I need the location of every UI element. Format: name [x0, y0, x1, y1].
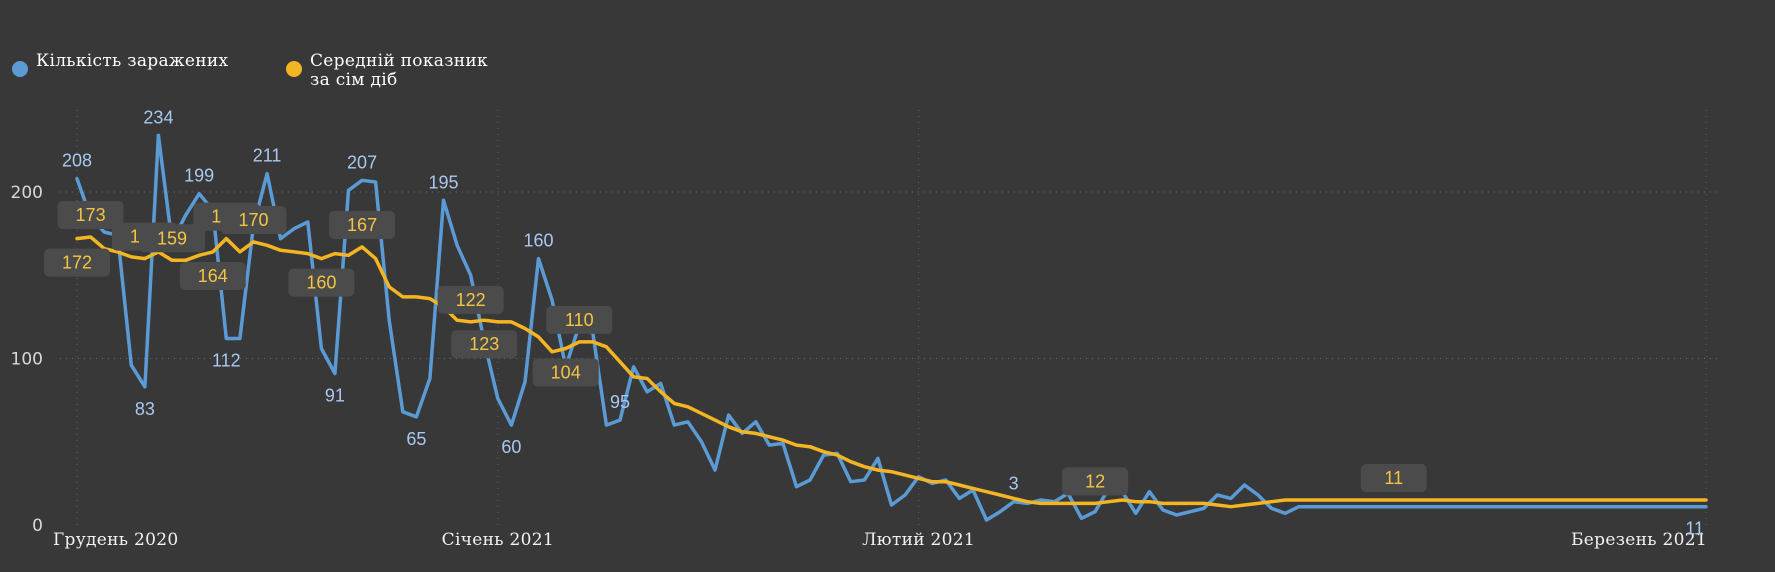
data-label-text: 11 — [1685, 519, 1704, 539]
data-label-box — [451, 330, 518, 359]
data-label-text: 123 — [469, 334, 499, 354]
data-label-text: 173 — [76, 205, 106, 225]
data-label-average: 159 — [139, 224, 206, 253]
data-label-text: 83 — [135, 399, 155, 419]
data-label-cases: 91 — [325, 385, 345, 405]
data-label-average: 123 — [451, 330, 518, 359]
legend-swatch-average — [286, 61, 302, 77]
data-label-cases: 234 — [143, 107, 173, 127]
data-label-box — [329, 210, 396, 239]
data-label-cases: 208 — [62, 151, 92, 171]
data-label-text: 65 — [406, 429, 426, 449]
data-label-text: 95 — [610, 392, 630, 412]
data-label-text: 112 — [212, 351, 241, 371]
data-label-text: 91 — [325, 385, 345, 405]
data-label-average: 160 — [288, 268, 355, 297]
y-tick-label: 100 — [11, 350, 43, 370]
data-label-box — [44, 248, 110, 277]
data-label-average: 172 — [44, 248, 110, 277]
data-label-box — [532, 358, 599, 387]
data-label-text: 104 — [551, 363, 581, 383]
legend-item-average: Середній показник за сім діб — [286, 52, 510, 90]
data-label-text: 167 — [347, 215, 377, 235]
data-label-text: 11 — [1384, 468, 1403, 488]
data-label-box — [57, 200, 124, 229]
x-tick-label: Лютий 2021 — [862, 530, 975, 550]
data-label-text: 199 — [184, 166, 214, 186]
data-label-text: 60 — [501, 437, 521, 457]
data-label-text: 159 — [157, 228, 187, 248]
data-label-average: 11 — [1360, 464, 1427, 493]
data-label-text: 160 — [306, 273, 336, 293]
data-label-box — [139, 224, 206, 253]
y-tick-label: 0 — [32, 516, 43, 536]
data-label-cases: 11 — [1685, 519, 1704, 539]
data-label-text: 234 — [143, 107, 173, 127]
data-label-cases: 195 — [429, 172, 459, 192]
data-label-text: 3 — [1009, 474, 1019, 494]
data-label-average: 170 — [220, 205, 287, 234]
legend-swatch-cases — [12, 61, 28, 77]
data-label-box — [1062, 467, 1129, 496]
data-label-average: 104 — [532, 358, 599, 387]
data-label-cases: 160 — [524, 231, 554, 251]
data-label-text: 122 — [456, 290, 486, 310]
data-label-text: 12 — [1085, 471, 1105, 491]
data-label-cases: 65 — [406, 429, 426, 449]
data-label-box — [220, 205, 287, 234]
series-line-average — [75, 235, 1708, 509]
chart-legend: Кількість заражених Середній показник за… — [12, 52, 510, 90]
legend-label-average: Середній показник за сім діб — [310, 51, 488, 90]
series-line-cases — [75, 133, 1708, 522]
data-label-box — [437, 285, 504, 314]
x-tick-label: Січень 2021 — [442, 530, 554, 550]
data-label-text: 207 — [347, 152, 377, 172]
data-label-box — [1360, 464, 1427, 493]
data-label-average: 110 — [546, 305, 613, 334]
data-label-box — [546, 305, 613, 334]
data-label-average: 122 — [437, 285, 504, 314]
data-label-text: 208 — [62, 151, 92, 171]
legend-item-cases: Кількість заражених — [12, 52, 236, 90]
data-label-text: 195 — [429, 172, 459, 192]
data-label-text: 172 — [62, 253, 92, 273]
data-label-cases: 3 — [1009, 474, 1019, 494]
data-label-average: 167 — [329, 210, 396, 239]
data-label-cases: 199 — [184, 166, 214, 186]
data-label-text: 170 — [238, 210, 268, 230]
data-label-average: 173 — [57, 200, 124, 229]
data-label-text: 211 — [253, 146, 282, 166]
data-label-cases: 211 — [253, 146, 282, 166]
data-label-box — [179, 261, 246, 290]
data-label-cases: 112 — [212, 351, 241, 371]
legend-label-cases: Кількість заражених — [36, 51, 229, 71]
data-label-average: 12 — [1062, 467, 1129, 496]
data-label-average: 164 — [179, 261, 246, 290]
y-tick-label: 200 — [11, 183, 43, 203]
data-label-cases: 95 — [610, 392, 630, 412]
data-label-text: 160 — [524, 231, 554, 251]
data-label-cases: 83 — [135, 399, 155, 419]
data-label-text: 164 — [198, 266, 228, 286]
data-label-cases: 60 — [501, 437, 521, 457]
data-label-cases: 207 — [347, 152, 377, 172]
data-label-box — [288, 268, 355, 297]
x-tick-label: Грудень 2020 — [53, 530, 179, 550]
x-tick-label: Березень 2021 — [1571, 530, 1707, 550]
data-label-text: 110 — [565, 310, 594, 330]
